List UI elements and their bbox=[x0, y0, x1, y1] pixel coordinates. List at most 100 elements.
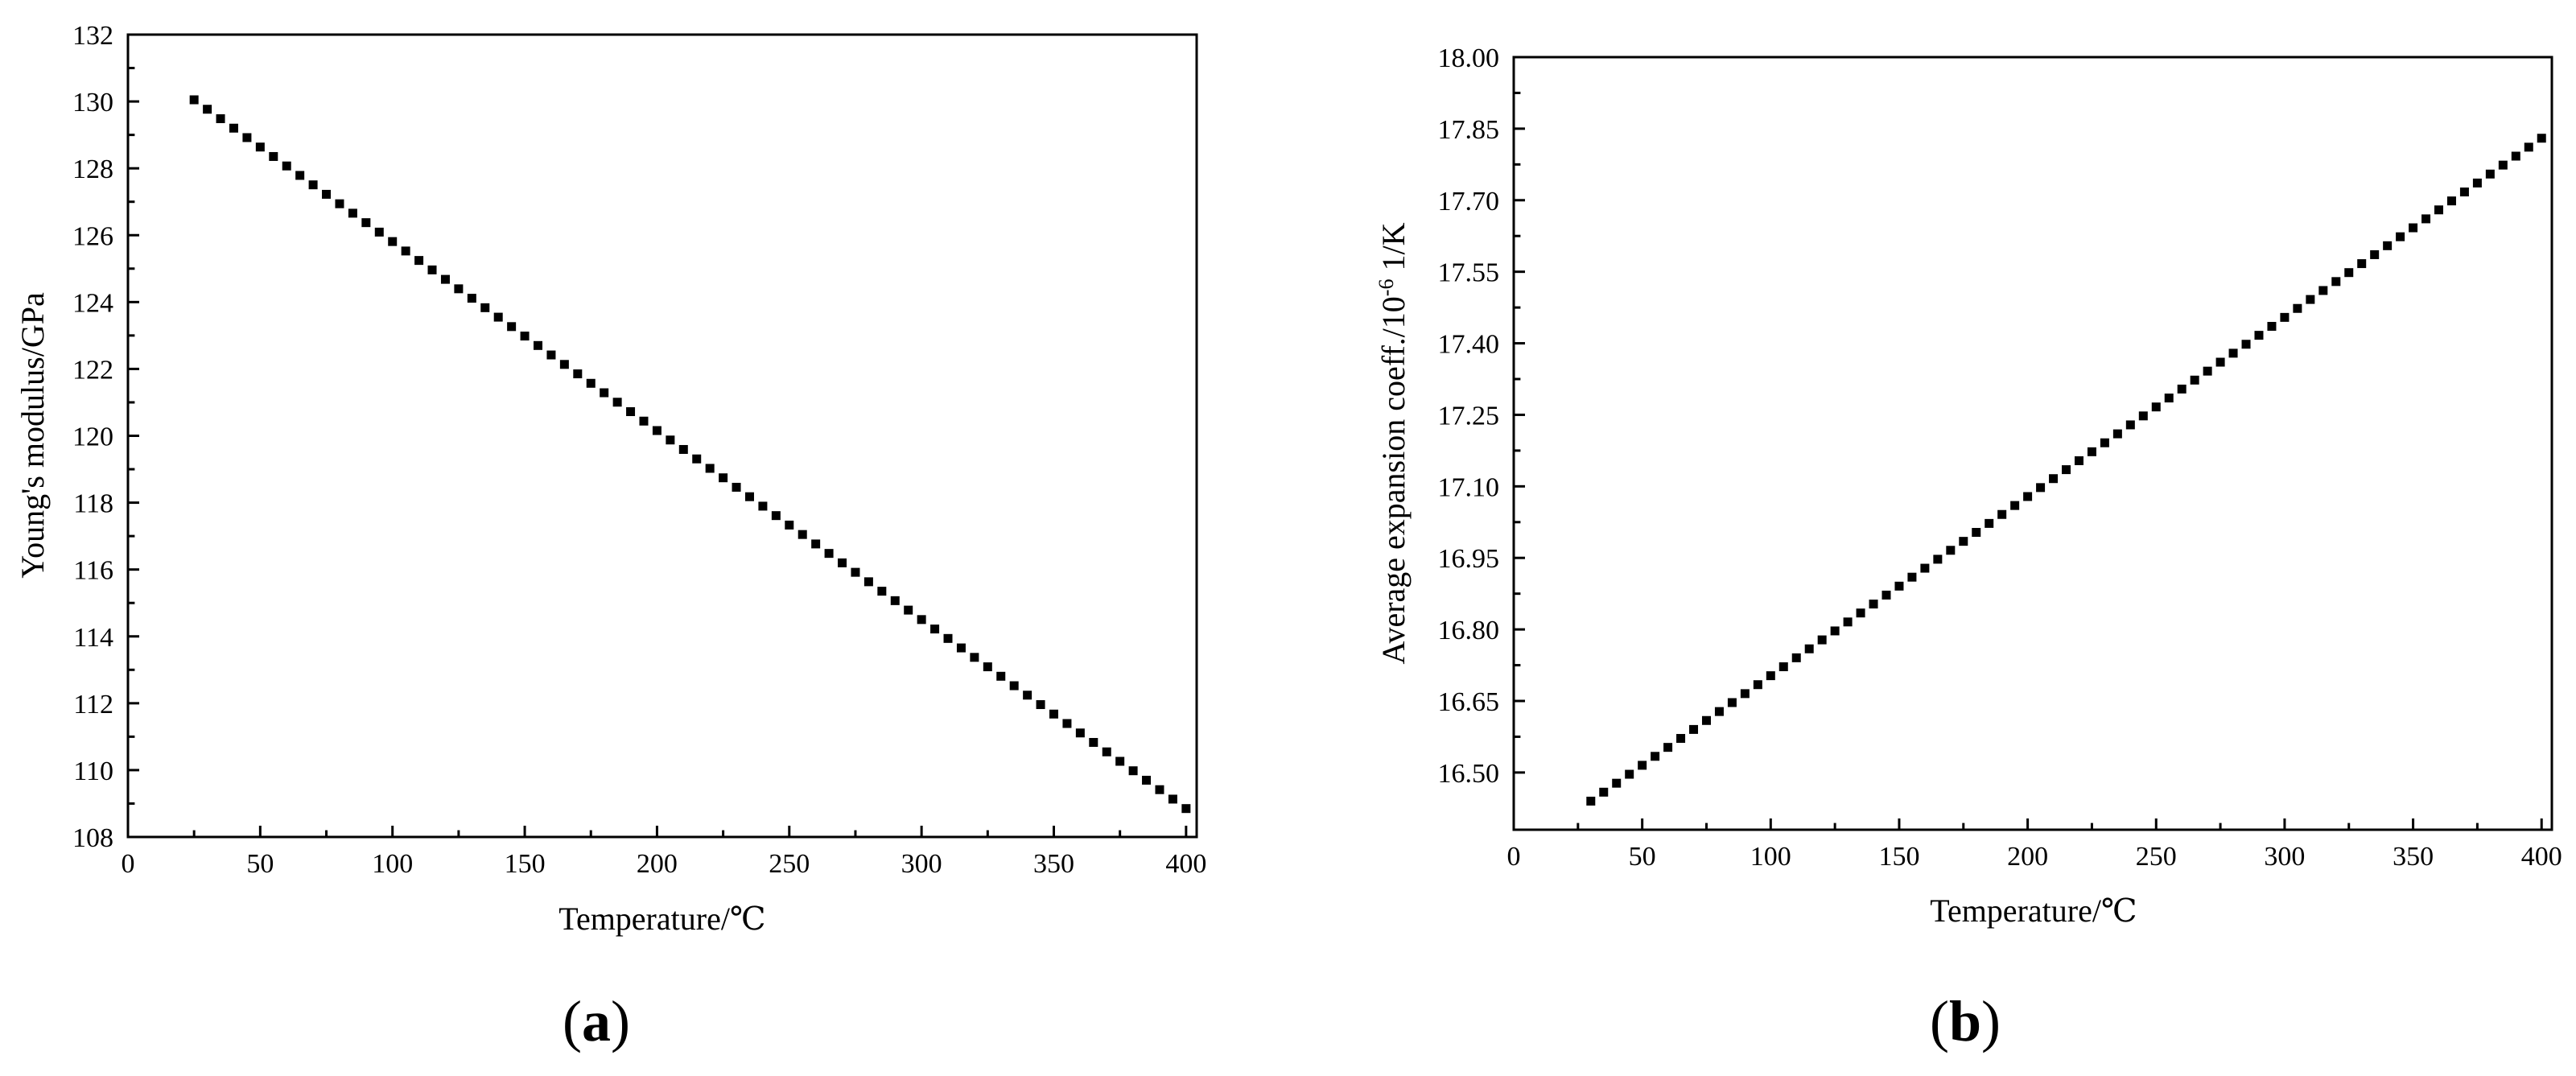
chart-b-y-axis-title-main: Average expansion coeff./10 bbox=[1375, 296, 1412, 664]
b-data-point bbox=[2537, 134, 2546, 143]
b-x-tick-label: 300 bbox=[2264, 842, 2305, 872]
chart-a-ticks bbox=[126, 33, 1188, 839]
a-data-point bbox=[930, 625, 940, 634]
b-data-point bbox=[2511, 151, 2520, 161]
a-data-point bbox=[229, 123, 238, 133]
a-data-point bbox=[1036, 700, 1045, 710]
b-data-point bbox=[1701, 715, 1711, 725]
b-data-point bbox=[2203, 366, 2212, 376]
b-data-point bbox=[1817, 635, 1827, 645]
chart-b-frame bbox=[1512, 56, 2553, 831]
a-data-point bbox=[414, 256, 424, 266]
b-data-point bbox=[1753, 680, 1762, 690]
a-data-point bbox=[467, 294, 476, 303]
panel-label-b-letter: b bbox=[1949, 989, 1981, 1053]
a-data-point bbox=[1181, 804, 1191, 814]
a-data-point bbox=[600, 388, 609, 398]
a-data-point bbox=[1009, 681, 1019, 691]
b-x-tick-label: 200 bbox=[2007, 842, 2048, 872]
a-data-point bbox=[1115, 756, 1125, 766]
a-x-tick-label: 150 bbox=[505, 849, 546, 879]
a-y-tick-label: 124 bbox=[72, 288, 113, 318]
a-data-point bbox=[890, 596, 900, 605]
a-y-tick-label: 116 bbox=[73, 556, 113, 586]
b-y-tick-label: 16.95 bbox=[1438, 544, 1500, 574]
chart-a-x-tick-labels: 0 50 100 150 200 250 300 350 400 bbox=[122, 849, 1207, 879]
a-data-point bbox=[546, 350, 556, 360]
b-data-point bbox=[2459, 188, 2469, 197]
b-data-point bbox=[2485, 169, 2495, 179]
b-data-point bbox=[1920, 563, 1930, 573]
a-y-tick-label: 130 bbox=[72, 88, 113, 117]
a-x-tick-label: 0 bbox=[122, 849, 135, 879]
b-data-point bbox=[2524, 142, 2533, 152]
b-data-point bbox=[2357, 259, 2367, 269]
b-data-point bbox=[1625, 769, 1634, 779]
chart-a-x-axis-title: Temperature/℃ bbox=[558, 901, 765, 937]
panel-label-a: (a) bbox=[563, 989, 630, 1053]
b-data-point bbox=[2396, 232, 2405, 241]
b-data-point bbox=[2023, 492, 2033, 501]
a-data-point bbox=[705, 464, 715, 473]
a-data-point bbox=[863, 577, 873, 587]
chart-a-y-axis-title: Young's modulus/GPa bbox=[14, 292, 51, 579]
b-x-tick-label: 350 bbox=[2393, 842, 2434, 872]
b-data-point bbox=[2383, 241, 2393, 250]
a-data-point bbox=[189, 95, 199, 105]
b-data-point bbox=[2241, 340, 2251, 349]
b-data-point bbox=[2190, 375, 2199, 385]
a-data-point bbox=[335, 199, 344, 208]
chart-a-y-tick-labels: 108 110 112 114 116 118 120 122 124 126 128 130 132 bbox=[72, 21, 113, 853]
b-data-point bbox=[1689, 724, 1699, 734]
b-data-point bbox=[2138, 411, 2148, 421]
a-data-point bbox=[678, 444, 688, 454]
a-data-point bbox=[983, 662, 992, 672]
b-data-point bbox=[1612, 778, 1622, 788]
chart-a: 0 50 100 150 200 250 300 350 400 108 110 112 114 116… bbox=[14, 21, 1206, 937]
a-data-point bbox=[295, 171, 305, 180]
a-data-point bbox=[493, 312, 503, 322]
chart-b-y-axis-title-unit: 1/K bbox=[1375, 222, 1412, 278]
b-data-point bbox=[1778, 662, 1788, 671]
a-data-point bbox=[322, 189, 332, 199]
a-data-point bbox=[943, 633, 953, 643]
b-data-point bbox=[1933, 554, 1943, 564]
a-data-point bbox=[269, 151, 278, 161]
a-data-point bbox=[639, 416, 649, 426]
b-data-point bbox=[2074, 456, 2083, 465]
a-data-point bbox=[811, 539, 821, 549]
b-data-point bbox=[1766, 671, 1775, 681]
b-data-point bbox=[2331, 277, 2341, 287]
chart-b-y-tick-labels: 16.50 16.65 16.80 16.95 17.10 17.25 17.40 17.55… bbox=[1438, 43, 1500, 789]
b-data-point bbox=[2049, 474, 2059, 484]
a-data-point bbox=[732, 482, 741, 492]
b-data-point bbox=[2062, 465, 2071, 475]
b-data-point bbox=[2280, 312, 2290, 322]
a-data-point bbox=[520, 332, 530, 341]
a-data-point bbox=[824, 549, 834, 559]
a-data-point bbox=[851, 567, 860, 577]
b-data-point bbox=[1843, 617, 1853, 627]
b-data-point bbox=[1727, 698, 1737, 707]
a-data-point bbox=[308, 180, 318, 190]
b-x-tick-label: 150 bbox=[1878, 842, 1919, 872]
a-data-point bbox=[877, 587, 887, 596]
a-y-tick-label: 122 bbox=[72, 355, 113, 385]
a-data-point bbox=[1075, 728, 1085, 738]
panel-label-a-close: ) bbox=[611, 989, 630, 1053]
b-y-tick-label: 17.40 bbox=[1438, 330, 1500, 360]
a-data-point bbox=[1023, 691, 1032, 700]
b-data-point bbox=[2370, 249, 2380, 259]
b-data-point bbox=[1830, 626, 1840, 636]
a-x-tick-label: 50 bbox=[246, 849, 274, 879]
a-x-tick-label: 200 bbox=[637, 849, 678, 879]
b-y-tick-label: 17.10 bbox=[1438, 472, 1500, 502]
chart-b-y-axis-title-exponent: -6 bbox=[1375, 279, 1398, 297]
a-y-tick-label: 132 bbox=[72, 21, 113, 51]
b-data-point bbox=[1651, 752, 1660, 761]
b-data-point bbox=[2125, 420, 2135, 430]
a-data-point bbox=[216, 113, 225, 123]
a-y-tick-label: 128 bbox=[72, 155, 113, 184]
b-y-tick-label: 17.25 bbox=[1438, 401, 1500, 431]
panel-label-b-open: ( bbox=[1930, 989, 1949, 1053]
